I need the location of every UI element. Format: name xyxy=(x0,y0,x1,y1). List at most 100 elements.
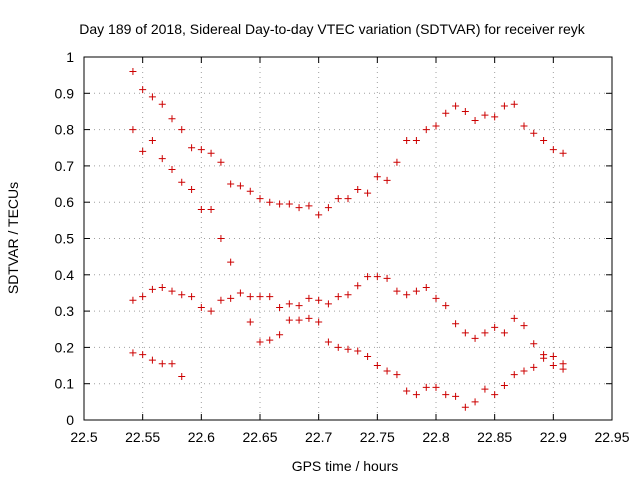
data-point xyxy=(452,392,460,400)
data-point xyxy=(422,284,430,292)
data-point xyxy=(334,293,342,301)
data-point xyxy=(471,334,479,342)
data-point xyxy=(276,303,284,311)
data-point xyxy=(500,382,508,390)
data-point xyxy=(373,173,381,181)
data-point xyxy=(266,336,274,344)
data-point xyxy=(266,198,274,206)
data-point xyxy=(168,115,176,123)
x-axis-label: GPS time / hours xyxy=(292,458,399,474)
data-point xyxy=(295,204,303,212)
data-point xyxy=(324,204,332,212)
data-point xyxy=(383,367,391,375)
series-1 xyxy=(129,68,567,219)
data-point xyxy=(422,383,430,391)
data-point xyxy=(197,146,205,154)
data-point xyxy=(461,107,469,115)
y-tick-label: 0.7 xyxy=(55,158,75,174)
data-point xyxy=(168,287,176,295)
y-tick-label: 0.3 xyxy=(55,303,75,319)
data-point xyxy=(246,187,254,195)
data-point xyxy=(178,178,186,186)
data-point xyxy=(207,205,215,213)
data-point xyxy=(491,113,499,121)
data-point xyxy=(510,100,518,108)
x-tick-label: 22.95 xyxy=(594,429,629,445)
data-point xyxy=(373,273,381,281)
data-point xyxy=(442,302,450,310)
data-point xyxy=(178,291,186,299)
data-point xyxy=(256,293,264,301)
data-point xyxy=(442,109,450,117)
data-point xyxy=(266,293,274,301)
data-point xyxy=(305,314,313,322)
data-point xyxy=(344,195,352,203)
data-point xyxy=(354,185,362,193)
y-tick-label: 0.9 xyxy=(55,85,75,101)
x-tick-label: 22.55 xyxy=(125,429,160,445)
data-point xyxy=(324,338,332,346)
data-point xyxy=(510,371,518,379)
data-point xyxy=(549,362,557,370)
x-tick-label: 22.75 xyxy=(360,429,395,445)
data-point xyxy=(158,284,166,292)
x-tick-label: 22.5 xyxy=(70,429,97,445)
data-point xyxy=(481,329,489,337)
data-point xyxy=(432,122,440,130)
data-point xyxy=(236,182,244,190)
data-point xyxy=(383,176,391,184)
data-point xyxy=(540,136,548,144)
data-point xyxy=(393,158,401,166)
data-point xyxy=(217,235,225,242)
data-point xyxy=(148,136,156,144)
data-point xyxy=(285,300,293,308)
data-point xyxy=(500,329,508,337)
data-point xyxy=(315,318,323,326)
data-point xyxy=(285,200,293,208)
data-point xyxy=(227,258,235,266)
data-point xyxy=(227,180,235,188)
tick-labels: 22.5 22.55 22.6 22.65 22.7 22.75 22.8 22.85 22.9… xyxy=(55,49,630,445)
data-point xyxy=(324,300,332,308)
data-point xyxy=(432,383,440,391)
data-point xyxy=(520,122,528,130)
data-point xyxy=(432,294,440,302)
data-point xyxy=(334,195,342,203)
x-tick-label: 22.8 xyxy=(422,429,449,445)
data-point xyxy=(276,331,284,339)
data-point xyxy=(520,367,528,375)
data-point xyxy=(471,398,479,406)
data-point xyxy=(412,287,420,295)
x-tick-label: 22.9 xyxy=(540,429,567,445)
data-point xyxy=(452,320,460,328)
data-point xyxy=(207,307,215,315)
data-point xyxy=(559,365,567,373)
data-point xyxy=(315,211,323,219)
data-point xyxy=(188,293,196,301)
y-tick-label: 0.6 xyxy=(55,194,75,210)
data-point xyxy=(530,363,538,371)
data-point xyxy=(139,147,147,155)
data-point xyxy=(412,136,420,144)
data-point xyxy=(315,296,323,304)
data-point xyxy=(276,200,284,208)
data-point xyxy=(412,391,420,399)
y-tick-label: 0 xyxy=(66,412,74,428)
data-point xyxy=(188,144,196,152)
data-point xyxy=(354,347,362,355)
data-point xyxy=(188,185,196,193)
data-point xyxy=(510,314,518,322)
data-point xyxy=(178,126,186,134)
data-point xyxy=(403,387,411,395)
chart-title: Day 189 of 2018, Sidereal Day-to-day VTE… xyxy=(79,21,585,37)
x-tick-label: 22.7 xyxy=(305,429,332,445)
data-point xyxy=(481,111,489,119)
data-point xyxy=(442,391,450,399)
y-axis-label: SDTVAR / TECUs xyxy=(5,182,21,294)
plot-frame xyxy=(83,56,613,421)
data-point xyxy=(256,195,264,203)
axis-ticks xyxy=(83,56,613,421)
data-point xyxy=(246,318,254,326)
series-2 xyxy=(129,126,235,266)
